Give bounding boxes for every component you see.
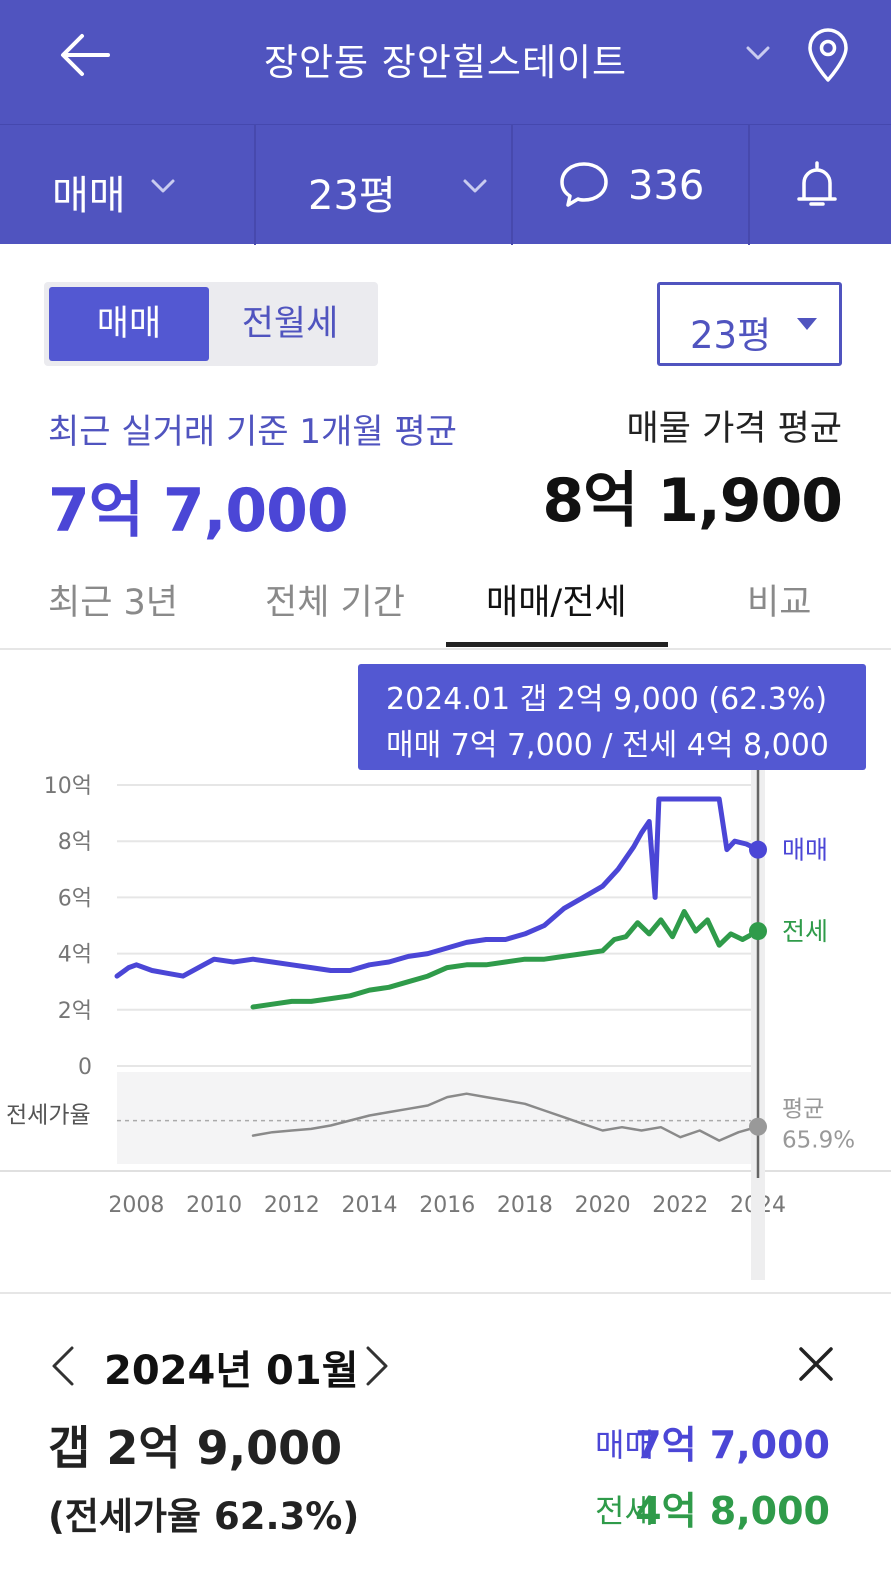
x-tick-label: 2018 bbox=[497, 1193, 553, 1218]
ratio-end-point bbox=[749, 1117, 767, 1136]
period-tabs: 최근 3년 전체 기간 매매/전세 비교 bbox=[0, 548, 891, 650]
sale-line bbox=[114, 796, 761, 979]
x-tick-label: 2016 bbox=[419, 1193, 475, 1218]
area-dropdown[interactable]: 23평 bbox=[256, 125, 513, 245]
tab-recent-3y[interactable]: 최근 3년 bbox=[48, 583, 178, 623]
bell-icon bbox=[797, 161, 837, 206]
tooltip-line-1: 2024.01 갭 2억 9,000 (62.3%) bbox=[386, 682, 828, 717]
area-select-value: 23평 bbox=[690, 314, 772, 357]
segment-sale[interactable]: 매매 bbox=[49, 287, 209, 361]
x-tick-label: 2010 bbox=[186, 1193, 242, 1218]
y-tick-label: 10억 bbox=[44, 774, 92, 799]
jeonse-value: 4억 8,000 bbox=[635, 1489, 830, 1533]
trade-type-dropdown[interactable]: 매매 bbox=[0, 125, 256, 245]
chart-tooltip: 2024.01 갭 2억 9,000 (62.3%) 매매 7억 7,000 /… bbox=[358, 664, 866, 770]
segment-jeonse-wolse[interactable]: 전월세 bbox=[241, 304, 339, 344]
map-pin-icon[interactable] bbox=[806, 27, 850, 83]
x-tick-label: 2014 bbox=[342, 1193, 398, 1218]
y-tick-label: 8억 bbox=[58, 830, 92, 855]
recent-trade-label: 최근 실거래 기준 1개월 평균 bbox=[48, 412, 457, 452]
x-tick-label: 2012 bbox=[264, 1193, 320, 1218]
ratio-avg-label: 평균 bbox=[782, 1097, 824, 1123]
ratio-band-bg bbox=[117, 1072, 758, 1164]
app-header: 장안동 장안힐스테이트 bbox=[0, 0, 891, 124]
sale-label: 매매 bbox=[595, 1426, 654, 1464]
tab-sale-jeonse[interactable]: 매매/전세 bbox=[486, 583, 627, 623]
listing-avg-value: 8억 1,900 bbox=[542, 466, 843, 536]
recent-trade-value: 7억 7,000 bbox=[48, 476, 349, 546]
sale-series-label: 매매 bbox=[782, 836, 828, 865]
area-select[interactable]: 23평 bbox=[657, 282, 842, 366]
chevron-down-icon bbox=[151, 179, 175, 193]
jeonse-label: 전세 bbox=[595, 1492, 654, 1530]
chat-bubble-icon bbox=[560, 162, 608, 207]
page-title[interactable]: 장안동 장안힐스테이트 bbox=[263, 41, 628, 84]
chevron-down-icon bbox=[463, 179, 487, 193]
tab-all-period[interactable]: 전체 기간 bbox=[265, 583, 405, 623]
tooltip-line-2: 매매 7억 7,000 / 전세 4억 8,000 bbox=[386, 728, 829, 763]
month-detail-panel: 2024년 01월 갭 2억 9,000 (전세가율 62.3%) 매매 7억 … bbox=[0, 1292, 891, 1592]
y-tick-label: 6억 bbox=[58, 886, 92, 911]
jeonse-ratio-text: (전세가율 62.3%) bbox=[48, 1495, 360, 1538]
sale-value: 7억 7,000 bbox=[635, 1423, 830, 1467]
ratio-line bbox=[251, 1092, 760, 1142]
jeonse-series-label: 전세 bbox=[782, 917, 828, 946]
x-tick-label: 2022 bbox=[652, 1193, 708, 1218]
tab-compare[interactable]: 비교 bbox=[747, 583, 812, 623]
trade-type-label: 매매 bbox=[52, 173, 126, 219]
ratio-band-label: 전세가율 bbox=[6, 1103, 91, 1129]
x-tick-label: 2008 bbox=[108, 1193, 164, 1218]
gap-value: 갭 2억 9,000 bbox=[48, 1421, 343, 1475]
notification-button[interactable] bbox=[750, 125, 891, 245]
sale-end-point bbox=[749, 840, 767, 859]
active-tab-indicator bbox=[446, 642, 668, 647]
ratio-avg-value: 65.9% bbox=[782, 1128, 855, 1154]
sale-jeonse-chart[interactable]: 10억 8억 6억 4억 2억 0 2008 2010 2012 2014 2016 2018 2020… bbox=[0, 652, 891, 1292]
area-label: 23평 bbox=[308, 173, 396, 219]
x-tick-label: 2020 bbox=[575, 1193, 631, 1218]
comments-button[interactable]: 336 bbox=[513, 125, 750, 245]
y-tick-label: 2억 bbox=[58, 999, 92, 1024]
y-tick-label: 4억 bbox=[58, 943, 92, 968]
back-arrow-icon[interactable] bbox=[58, 30, 112, 80]
listing-avg-label: 매물 가격 평균 bbox=[626, 409, 842, 449]
chevron-right-icon[interactable] bbox=[364, 1344, 390, 1388]
chevron-down-icon[interactable] bbox=[745, 44, 771, 62]
filter-bar: 매매 23평 336 bbox=[0, 124, 891, 245]
caret-down-icon bbox=[797, 318, 817, 330]
close-icon[interactable] bbox=[798, 1346, 834, 1382]
jeonse-line bbox=[250, 909, 761, 1010]
y-tick-label: 0 bbox=[78, 1055, 92, 1080]
comment-count: 336 bbox=[628, 163, 705, 209]
selected-month: 2024년 01월 bbox=[104, 1348, 359, 1394]
jeonse-end-point bbox=[749, 922, 767, 941]
trade-type-segmented-control: 매매 전월세 bbox=[44, 282, 378, 366]
chevron-left-icon[interactable] bbox=[50, 1344, 76, 1388]
